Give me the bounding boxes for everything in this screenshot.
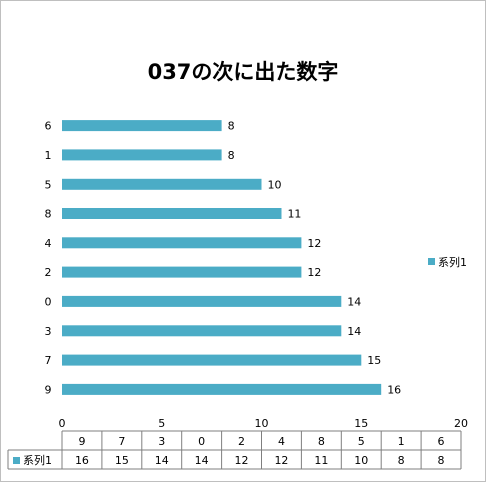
data-label: 14 <box>347 295 361 308</box>
data-label: 16 <box>387 383 401 396</box>
y-tick-label: 7 <box>45 354 52 367</box>
y-tick-label: 0 <box>45 295 52 308</box>
chart-title: 037の次に出た数字 <box>147 60 339 84</box>
bar <box>62 354 362 366</box>
table-category: 7 <box>118 435 125 448</box>
x-tick-label: 10 <box>255 417 269 430</box>
table-category: 3 <box>158 435 165 448</box>
table-category: 2 <box>238 435 245 448</box>
y-tick-label: 5 <box>45 178 52 191</box>
data-label: 14 <box>347 325 361 338</box>
x-tick-label: 20 <box>454 417 468 430</box>
x-tick-label: 15 <box>354 417 368 430</box>
bar <box>62 149 222 161</box>
y-tick-label: 2 <box>45 266 52 279</box>
legend-swatch <box>428 258 435 265</box>
table-value: 14 <box>155 454 169 467</box>
table-category: 0 <box>198 435 205 448</box>
y-tick-label: 9 <box>45 383 52 396</box>
table-value: 10 <box>354 454 368 467</box>
table-value: 12 <box>235 454 249 467</box>
x-tick-label: 5 <box>158 417 165 430</box>
data-label: 12 <box>307 237 321 250</box>
bar <box>62 383 382 395</box>
table-category: 8 <box>318 435 325 448</box>
y-tick-label: 3 <box>45 325 52 338</box>
bar <box>62 178 262 190</box>
table-series-label: 系列1 <box>23 453 52 467</box>
y-tick-label: 8 <box>45 208 52 221</box>
bar <box>62 237 302 249</box>
table-value: 8 <box>438 454 445 467</box>
table-category: 6 <box>438 435 445 448</box>
table-value: 16 <box>75 454 89 467</box>
table-category: 5 <box>358 435 365 448</box>
table-value: 12 <box>274 454 288 467</box>
bar <box>62 120 222 132</box>
table-value: 15 <box>115 454 129 467</box>
data-label: 12 <box>307 266 321 279</box>
data-label: 11 <box>287 208 301 221</box>
table-value: 8 <box>398 454 405 467</box>
data-label: 8 <box>228 120 235 133</box>
table-legend-swatch <box>13 457 20 464</box>
data-label: 10 <box>268 178 282 191</box>
bar <box>62 266 302 278</box>
table-value: 11 <box>314 454 328 467</box>
data-label: 15 <box>367 354 381 367</box>
legend-label: 系列1 <box>438 255 467 269</box>
bar <box>62 295 342 307</box>
y-tick-label: 6 <box>45 120 52 133</box>
table-value: 14 <box>195 454 209 467</box>
y-tick-label: 4 <box>45 237 52 250</box>
x-tick-label: 0 <box>59 417 66 430</box>
bar <box>62 208 282 219</box>
table-category: 1 <box>398 435 405 448</box>
y-tick-label: 1 <box>45 149 52 162</box>
bar <box>62 325 342 337</box>
data-label: 8 <box>228 149 235 162</box>
table-category: 4 <box>278 435 285 448</box>
table-category: 9 <box>78 435 85 448</box>
